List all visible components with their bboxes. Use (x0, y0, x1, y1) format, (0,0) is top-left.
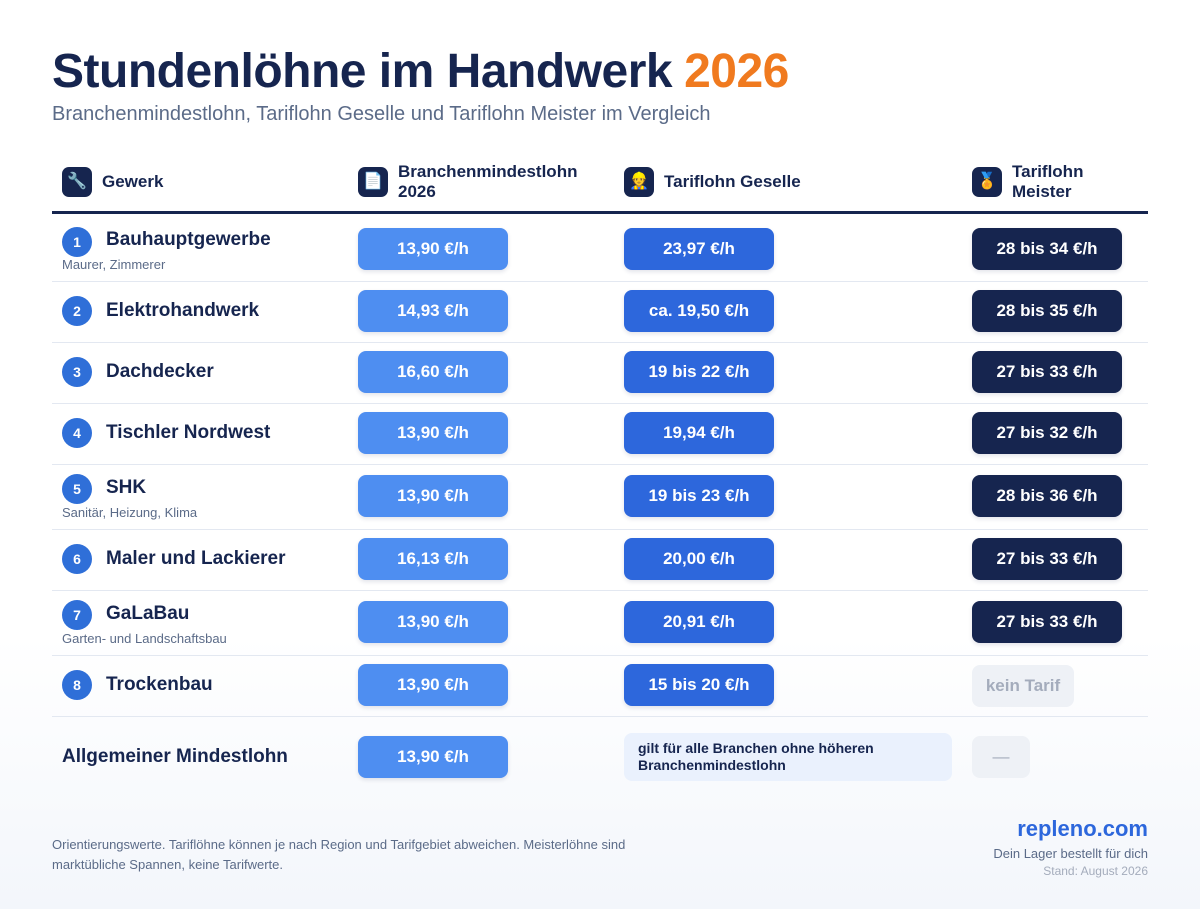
table-row: 8 Trockenbau 13,90 €/h 15 bis 20 €/h kei… (52, 656, 1148, 717)
page-subtitle: Branchenmindestlohn, Tariflohn Geselle u… (52, 103, 711, 125)
meister-value-none: kein Tarif (972, 665, 1074, 707)
wrench-icon: 🔧 (62, 167, 92, 197)
mindestlohn-value: 13,90 €/h (358, 228, 508, 270)
header-branchenmindestlohn: 📄 Branchenmindestlohn 2026 (358, 150, 577, 214)
geselle-value: 19,94 €/h (624, 412, 774, 454)
brand-tagline: Dein Lager bestellt für dich (993, 846, 1148, 861)
general-meister-dash: — (972, 736, 1030, 778)
row-number: 5 (62, 474, 92, 504)
mindestlohn-value: 16,60 €/h (358, 351, 508, 393)
table-row: 3 Dachdecker 16,60 €/h 19 bis 22 €/h 27 … (52, 343, 1148, 404)
row-number: 2 (62, 296, 92, 326)
row-number: 1 (62, 227, 92, 257)
brand-block: repleno.com Dein Lager bestellt für dich… (993, 816, 1148, 878)
medal-icon: 🏅 (972, 167, 1002, 197)
header-tariflohn-geselle: 👷 Tariflohn Geselle (624, 150, 801, 214)
geselle-value: 19 bis 23 €/h (624, 475, 774, 517)
mindestlohn-value: 14,93 €/h (358, 290, 508, 332)
mindestlohn-value: 13,90 €/h (358, 664, 508, 706)
table-row: 1 Bauhauptgewerbe Maurer, Zimmerer 13,90… (52, 217, 1148, 282)
trade-name: Dachdecker (106, 361, 214, 382)
header-label: Tariflohn Meister (1012, 162, 1083, 202)
trade-name: Elektrohandwerk (106, 300, 260, 321)
geselle-value: ca. 19,50 €/h (624, 290, 774, 332)
header-label: Tariflohn Geselle (664, 172, 801, 191)
header-label-line2: Meister (1012, 182, 1072, 201)
general-note: gilt für alle Branchen ohne höheren Bran… (624, 733, 952, 781)
meister-value: 27 bis 32 €/h (972, 412, 1122, 454)
trade-subtitle: Maurer, Zimmerer (62, 257, 166, 272)
worker-icon: 👷 (624, 167, 654, 197)
title-year: 2026 (684, 45, 789, 98)
general-mindestlohn-value: 13,90 €/h (358, 736, 508, 778)
document-icon: 📄 (358, 167, 388, 197)
title-text: Stundenlöhne im Handwerk (52, 45, 673, 98)
header-label-line1: Branchenmindestlohn (398, 162, 578, 181)
page-title: Stundenlöhne im Handwerk 2026 (52, 44, 789, 99)
row-number: 8 (62, 670, 92, 700)
mindestlohn-value: 16,13 €/h (358, 538, 508, 580)
trade-subtitle: Sanitär, Heizung, Klima (62, 505, 198, 520)
header-label-line1: Tariflohn (1012, 162, 1084, 181)
table-row: 4 Tischler Nordwest 13,90 €/h 19,94 €/h … (52, 404, 1148, 465)
mindestlohn-value: 13,90 €/h (358, 412, 508, 454)
header-label: Gewerk (102, 172, 164, 191)
row-number: 7 (62, 600, 92, 630)
meister-value: 27 bis 33 €/h (972, 601, 1122, 643)
trade-name: Bauhauptgewerbe (106, 229, 271, 250)
trade-name: Maler und Lackierer (106, 548, 286, 569)
row-number: 6 (62, 544, 92, 574)
table-row: 5 SHK Sanitär, Heizung, Klima 13,90 €/h … (52, 465, 1148, 530)
mindestlohn-value: 13,90 €/h (358, 475, 508, 517)
geselle-value: 19 bis 22 €/h (624, 351, 774, 393)
table-header: 🔧 Gewerk 📄 Branchenmindestlohn 2026 👷 Tar… (52, 150, 1148, 214)
mindestlohn-value: 13,90 €/h (358, 601, 508, 643)
meister-value: 27 bis 33 €/h (972, 351, 1122, 393)
stand-date: Stand: August 2026 (1043, 864, 1148, 878)
header-label: Branchenmindestlohn 2026 (398, 162, 577, 202)
geselle-value: 20,91 €/h (624, 601, 774, 643)
trade-name: GaLaBau (106, 603, 190, 624)
trade-name: Trockenbau (106, 674, 213, 695)
geselle-value: 20,00 €/h (624, 538, 774, 580)
meister-value: 28 bis 35 €/h (972, 290, 1122, 332)
row-number: 4 (62, 418, 92, 448)
general-minimum-row: Allgemeiner Mindestlohn 13,90 €/h gilt f… (52, 717, 1148, 797)
geselle-value: 23,97 €/h (624, 228, 774, 270)
header-gewerk: 🔧 Gewerk (62, 150, 163, 214)
geselle-value: 15 bis 20 €/h (624, 664, 774, 706)
trade-name: Tischler Nordwest (106, 422, 271, 443)
brand-link[interactable]: repleno.com (1017, 816, 1148, 841)
trade-subtitle: Garten- und Landschaftsbau (62, 631, 227, 646)
header-tariflohn-meister: 🏅 Tariflohn Meister (972, 150, 1083, 214)
row-number: 3 (62, 357, 92, 387)
table-row: 6 Maler und Lackierer 16,13 €/h 20,00 €/… (52, 530, 1148, 591)
general-label: Allgemeiner Mindestlohn (62, 746, 288, 767)
meister-value: 28 bis 36 €/h (972, 475, 1122, 517)
footnote: Orientierungswerte. Tariflöhne können je… (52, 837, 626, 872)
meister-value: 28 bis 34 €/h (972, 228, 1122, 270)
trade-name: SHK (106, 477, 147, 498)
table-row: 2 Elektrohandwerk 14,93 €/h ca. 19,50 €/… (52, 282, 1148, 343)
meister-value: 27 bis 33 €/h (972, 538, 1122, 580)
header-label-line2: 2026 (398, 182, 436, 201)
table-row: 7 GaLaBau Garten- und Landschaftsbau 13,… (52, 591, 1148, 656)
